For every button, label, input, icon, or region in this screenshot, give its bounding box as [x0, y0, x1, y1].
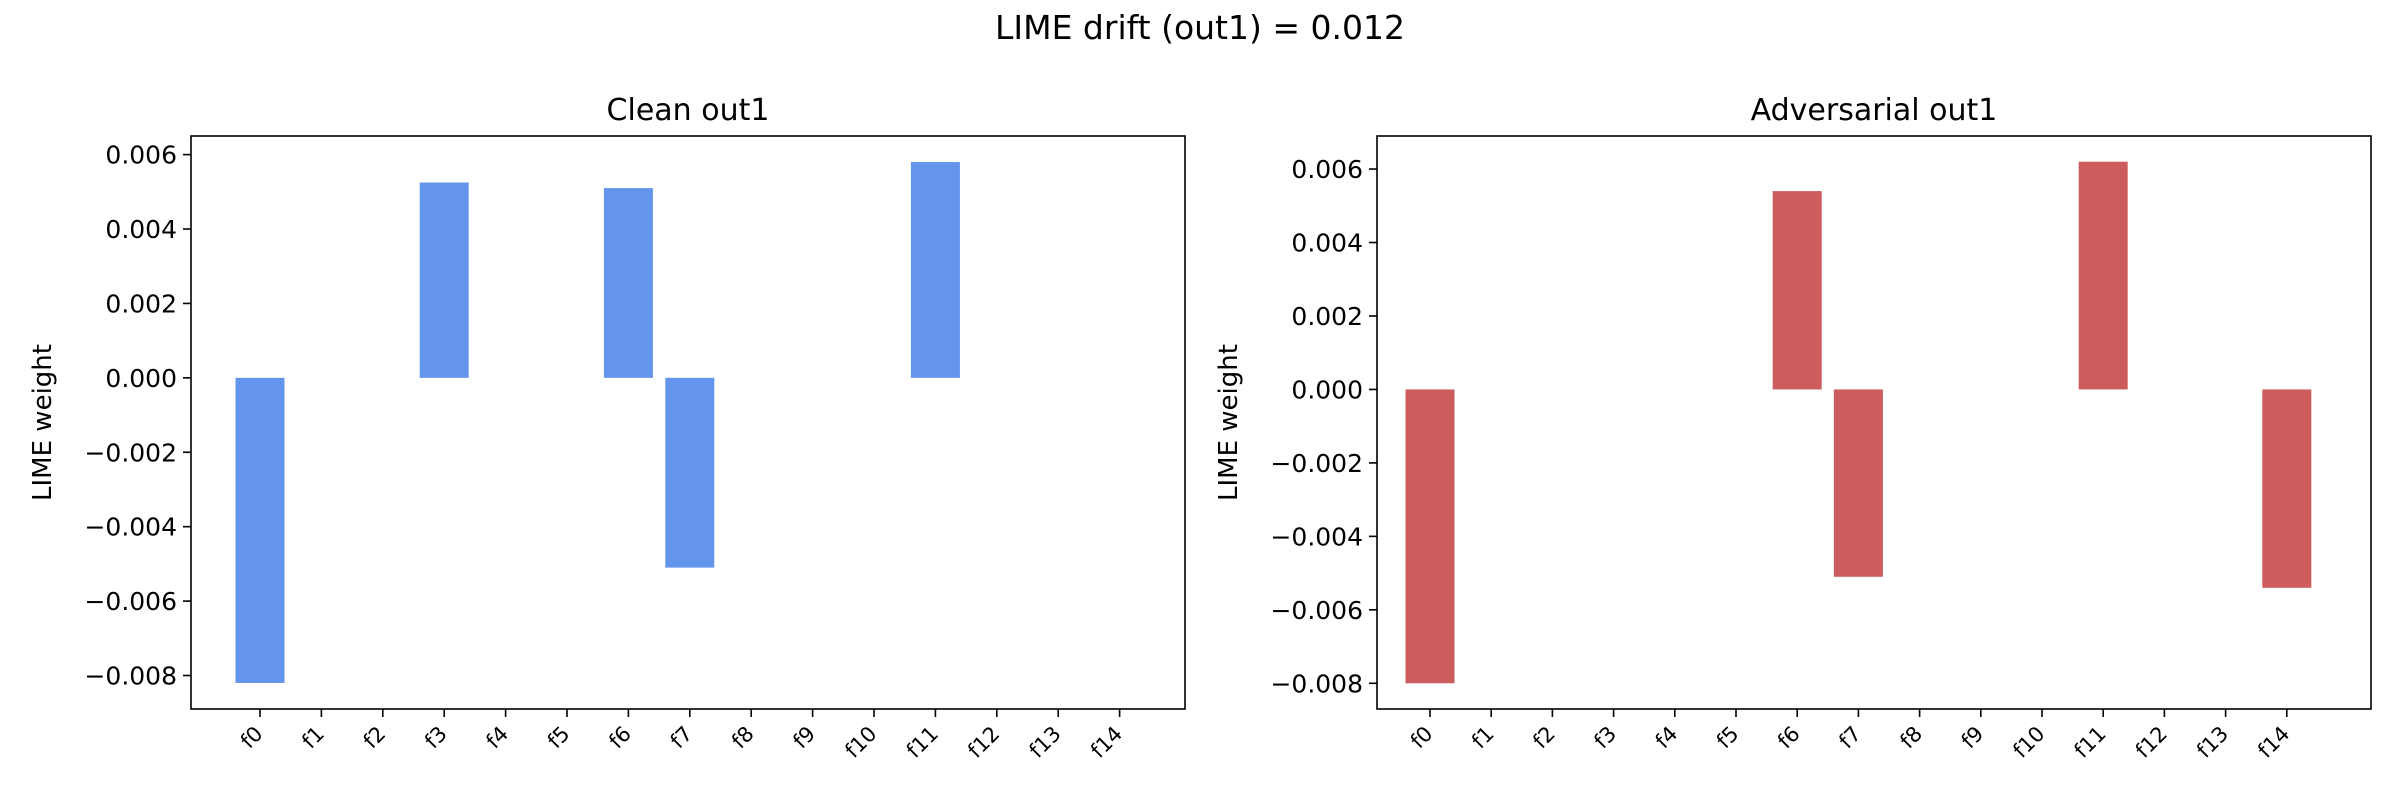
clean-x-tick-label-f3: f3 — [420, 722, 452, 754]
adversarial-x-tick-label-f10: f10 — [2008, 722, 2049, 763]
clean-chart-title: Clean out1 — [607, 93, 770, 128]
adversarial-x-tick-label-f3: f3 — [1589, 722, 1621, 754]
adversarial-bar-f0 — [1405, 389, 1455, 684]
adversarial-x-tick-label-f11: f11 — [2070, 722, 2111, 763]
adversarial-x-tick-label-f8: f8 — [1895, 722, 1927, 754]
clean-y-tick-label: −0.002 — [84, 438, 177, 467]
adversarial-y-tick-label: 0.006 — [1291, 155, 1363, 184]
adversarial-y-tick-label: −0.006 — [1270, 596, 1363, 625]
adversarial-y-axis-label: LIME weight — [1214, 344, 1244, 501]
clean-y-axis-label: LIME weight — [28, 344, 58, 501]
clean-x-tick-label-f12: f12 — [963, 722, 1004, 763]
adversarial-x-tick-label-f9: f9 — [1957, 722, 1989, 754]
clean-bar-f11 — [910, 162, 960, 378]
clean-x-tick-label-f7: f7 — [666, 722, 698, 754]
clean-y-tick-label: 0.006 — [105, 141, 177, 170]
adversarial-bar-f7 — [1833, 389, 1883, 577]
clean-x-tick-label-f4: f4 — [481, 722, 513, 754]
clean-y-tick-label: 0.000 — [105, 364, 177, 393]
clean-x-tick-label-f1: f1 — [297, 722, 329, 754]
figure-title: LIME drift (out1) = 0.012 — [995, 8, 1405, 47]
adversarial-chart-title: Adversarial out1 — [1751, 93, 1998, 128]
adversarial-x-tick-label-f7: f7 — [1834, 722, 1866, 754]
adversarial-bar-f6 — [1772, 191, 1822, 390]
clean-x-tick-label-f14: f14 — [1086, 722, 1127, 763]
adversarial-y-tick-label: 0.002 — [1291, 302, 1363, 331]
adversarial-x-tick-label-f2: f2 — [1528, 722, 1560, 754]
clean-y-tick-label: 0.002 — [105, 289, 177, 318]
adversarial-y-tick-label: 0.000 — [1291, 375, 1363, 404]
adversarial-y-tick-label: −0.008 — [1270, 669, 1363, 698]
clean-x-tick-label-f0: f0 — [236, 722, 268, 754]
clean-bar-f0 — [235, 377, 285, 683]
adversarial-y-tick-label: 0.004 — [1291, 229, 1363, 258]
clean-x-tick-label-f2: f2 — [359, 722, 391, 754]
adversarial-y-tick-label: −0.004 — [1270, 522, 1363, 551]
adversarial-bar-f11 — [2078, 161, 2128, 390]
adversarial-x-tick-label-f4: f4 — [1651, 722, 1683, 754]
clean-y-tick-label: 0.004 — [105, 215, 177, 244]
clean-y-tick-label: −0.004 — [84, 513, 177, 542]
clean-chart-panel: Clean out1 0.006 0.004 0.002 0.000 −0.002 −0.0… — [28, 93, 1186, 763]
clean-bar-f3 — [419, 182, 469, 378]
clean-x-tick-label-f10: f10 — [840, 722, 881, 763]
adversarial-plot-frame — [1376, 135, 2372, 710]
adversarial-x-tick-label-f6: f6 — [1773, 722, 1805, 754]
clean-bar-f6 — [603, 188, 653, 378]
clean-y-tick-label: −0.008 — [84, 662, 177, 691]
clean-x-tick-label-f8: f8 — [727, 722, 759, 754]
clean-x-tick-label-f13: f13 — [1025, 722, 1066, 763]
adversarial-chart-panel: Adversarial out1 0.006 0.004 0.002 0.000 −0.0… — [1214, 93, 2372, 763]
adversarial-x-tick-label-f0: f0 — [1406, 722, 1438, 754]
adversarial-x-tick-label-f13: f13 — [2192, 722, 2233, 763]
adversarial-bar-f14 — [2262, 389, 2312, 588]
adversarial-x-tick-label-f5: f5 — [1712, 722, 1744, 754]
clean-x-tick-label-f5: f5 — [543, 722, 575, 754]
adversarial-x-tick-label-f14: f14 — [2253, 722, 2294, 763]
adversarial-x-tick-label-f1: f1 — [1467, 722, 1499, 754]
clean-bar-f7 — [665, 377, 715, 568]
adversarial-y-tick-label: −0.002 — [1270, 449, 1363, 478]
clean-plot-frame — [190, 135, 1186, 710]
clean-x-tick-label-f11: f11 — [902, 722, 943, 763]
clean-x-tick-label-f6: f6 — [604, 722, 636, 754]
clean-x-tick-label-f9: f9 — [788, 722, 820, 754]
clean-y-tick-label: −0.006 — [84, 587, 177, 616]
adversarial-x-tick-label-f12: f12 — [2131, 722, 2172, 763]
